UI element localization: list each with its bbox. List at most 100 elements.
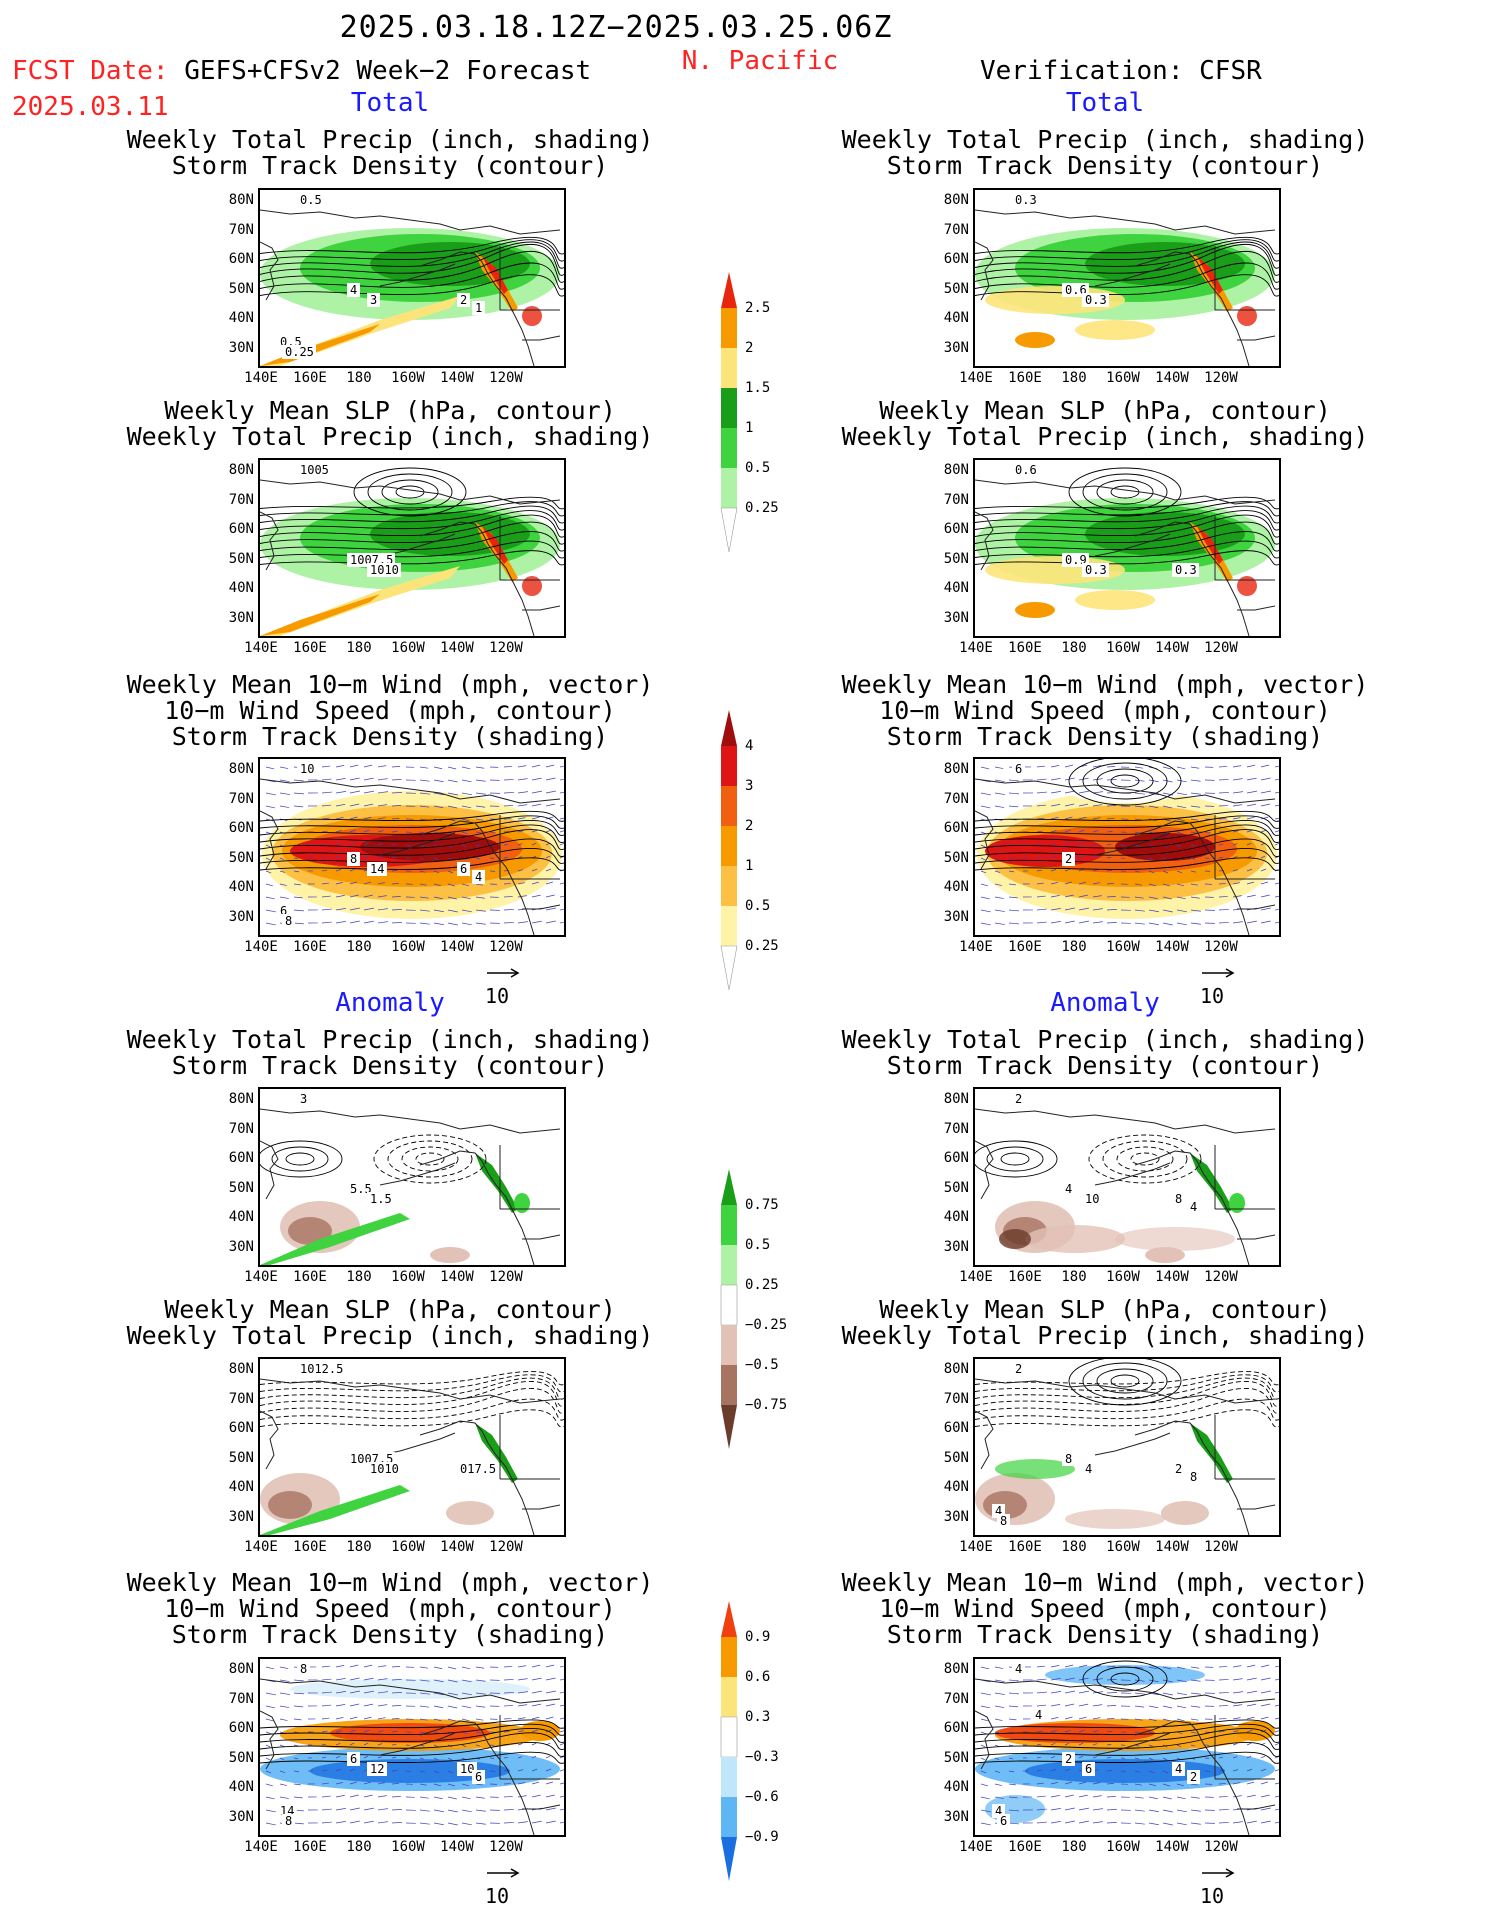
colorbar-track-anom: 0.9 0.6 0.3 −0.3 −0.6 −0.9 xyxy=(717,1597,779,1889)
lon-tick-label: 140E xyxy=(244,1269,278,1285)
shading-region xyxy=(1015,332,1055,348)
lat-tick-label: 40N xyxy=(943,1779,969,1795)
lon-tick-label: 160E xyxy=(1008,1539,1042,1555)
shading-region xyxy=(1237,306,1257,326)
contour-label-bg xyxy=(1172,1192,1185,1206)
contour-label-bg xyxy=(1062,1452,1075,1466)
contour-label: 0.25 xyxy=(285,345,314,359)
contour-label-bg xyxy=(1012,1662,1025,1676)
lon-tick-label: 160W xyxy=(1106,640,1140,656)
contour-label: 6 xyxy=(350,1752,357,1766)
contour-label-bg xyxy=(367,293,380,307)
wind-vectors xyxy=(980,1664,1279,1826)
lon-tick-label: 140E xyxy=(959,1269,993,1285)
contour-label: 0.3 xyxy=(1015,193,1037,207)
lat-tick-label: 70N xyxy=(228,1690,254,1707)
contour-label-bg xyxy=(297,193,324,207)
contour-label: 1010 xyxy=(370,563,399,577)
shading-band xyxy=(1197,526,1223,564)
shading-region xyxy=(446,1501,494,1525)
colorbar-swatch xyxy=(721,348,737,388)
shading-region xyxy=(1025,1225,1125,1253)
contour-label-bg xyxy=(1172,563,1199,577)
shading-region xyxy=(1075,590,1155,610)
contour-label-bg xyxy=(1062,852,1075,866)
title-p8: Weekly Mean SLP (hPa, contour) Weekly To… xyxy=(126,1295,654,1350)
colorbar-label: 0.5 xyxy=(745,1237,771,1253)
lat-tick-label: 40N xyxy=(943,879,969,895)
contour-label-bg xyxy=(472,870,485,884)
lon-tick-label: 140W xyxy=(1155,1539,1189,1555)
contour-label-bg xyxy=(1012,193,1039,207)
colorbar-label: 4 xyxy=(745,738,754,754)
lon-tick-label: 180 xyxy=(346,1269,372,1285)
lon-tick-label: 120W xyxy=(489,1539,523,1555)
lon-tick-label: 140W xyxy=(1155,1839,1189,1855)
contour-rings xyxy=(260,1140,343,1178)
contour-label-bg xyxy=(1032,1708,1045,1722)
lat-tick-label: 40N xyxy=(228,1209,254,1225)
contour-label: 1 xyxy=(475,301,482,315)
title-p10: Weekly Total Precip (inch, shading) Stor… xyxy=(841,1025,1369,1080)
contour-rings xyxy=(373,1134,487,1184)
lon-tick-label: 160W xyxy=(391,640,425,656)
lat-tick-label: 50N xyxy=(943,550,969,567)
lat-tick-label: 40N xyxy=(228,310,254,326)
contour-label-bg xyxy=(457,1462,498,1476)
lon-tick-label: 140W xyxy=(440,370,474,386)
map-panel-7: 0.3 0.6 0.3 xyxy=(973,188,1281,368)
lon-tick-label: 160E xyxy=(1008,939,1042,955)
contour-label: 6 xyxy=(1000,1814,1007,1828)
contour-label: 8 xyxy=(285,1814,292,1828)
coastline xyxy=(260,1378,561,1535)
lat-tick-label: 50N xyxy=(943,280,969,297)
map-canvas: 0.543 210.50.25 xyxy=(260,193,564,366)
colorbar-swatch xyxy=(720,507,738,553)
fcst-model: GEFS+CFSv2 Week−2 Forecast xyxy=(184,56,592,86)
vector-ref-p3: 10 xyxy=(485,960,521,1008)
contour-label-bg xyxy=(1082,1192,1102,1206)
contour-label: 3 xyxy=(300,1092,307,1106)
contour-label-bg xyxy=(1012,1092,1025,1106)
colorbar-swatch xyxy=(721,710,737,746)
colorbar-label: 0.9 xyxy=(745,1629,771,1645)
contour-label: 6 xyxy=(1015,762,1022,776)
lat-tick-label: 60N xyxy=(943,1420,969,1436)
contour-label: 5.5 xyxy=(350,1182,372,1196)
colorbar-swatch xyxy=(721,786,737,826)
contour-label: 6 xyxy=(280,904,287,918)
anomaly-label-right: Anomaly xyxy=(1050,988,1160,1018)
contour-label: 6 xyxy=(475,1770,482,1784)
contour-label-bg xyxy=(347,1752,360,1766)
map-panel-6: 8 6 12 10 6 14 8 xyxy=(258,1657,566,1837)
lat-tick-label: 80N xyxy=(228,1361,254,1377)
colorbar-label: −0.3 xyxy=(745,1749,779,1765)
map-canvas: 62 xyxy=(975,759,1279,935)
lon-tick-label: 180 xyxy=(1061,640,1087,656)
contour-label: 4 xyxy=(995,1804,1002,1818)
contour-label: 12 xyxy=(370,1762,384,1776)
contour-label: 6 xyxy=(460,862,467,876)
lat-tick-label: 40N xyxy=(228,580,254,596)
shading-region xyxy=(1085,242,1245,286)
lon-tick-label: 160W xyxy=(391,939,425,955)
coastline xyxy=(260,1108,561,1265)
contour-label: 1.5 xyxy=(370,1192,392,1206)
contour-label-bg xyxy=(297,1662,310,1676)
contour-label-bg xyxy=(1187,1470,1200,1484)
contour-label: 4 xyxy=(1065,1182,1072,1196)
map-panel-10: 2 4 10 8 4 xyxy=(973,1087,1281,1267)
colorbar-label: 0.25 xyxy=(745,938,779,954)
coastline xyxy=(975,1678,1276,1835)
contour-label-bg xyxy=(457,862,470,876)
lat-tick-label: 60N xyxy=(943,521,969,537)
vector-ref-value: 10 xyxy=(485,1884,510,1908)
lat-tick-label: 70N xyxy=(228,1120,254,1137)
coastline xyxy=(260,209,561,366)
